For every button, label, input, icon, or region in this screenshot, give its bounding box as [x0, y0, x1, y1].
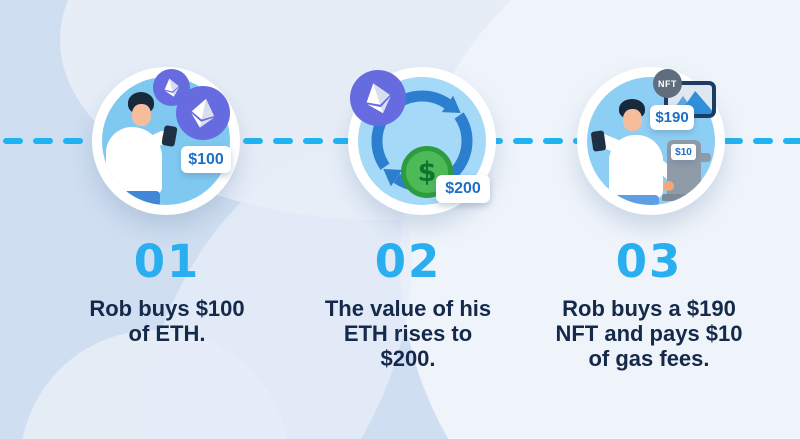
step3-price-badge-label: $190 — [655, 109, 689, 126]
person-hand — [663, 181, 674, 191]
nft-badge: NFT — [653, 69, 682, 98]
nft-badge-label: NFT — [658, 78, 677, 89]
dollar-symbol: $ — [417, 156, 437, 188]
ethereum-coin-icon — [350, 70, 406, 126]
person-face — [132, 104, 151, 126]
ethereum-logo-icon — [185, 95, 221, 131]
step3-price-badge: $190 — [650, 105, 694, 130]
person-body — [609, 135, 663, 199]
gas-fee-badge-label: $10 — [675, 146, 692, 158]
gas-fee-badge: $10 — [671, 144, 696, 160]
step1-number: 01 — [133, 235, 201, 288]
bg-blob-right — [400, 0, 800, 439]
phone-icon — [590, 130, 607, 152]
person-pants — [613, 195, 659, 205]
gas-pump-nozzle — [699, 153, 711, 162]
step1-caption: Rob buys $100 of ETH. — [89, 296, 245, 346]
ethereum-coin-icon-large — [176, 86, 230, 140]
ethereum-logo-icon — [358, 78, 398, 118]
step3-number: 03 — [615, 235, 683, 288]
step1-price-badge: $100 — [181, 146, 231, 173]
step3-caption: Rob buys a $190 NFT and pays $10 of gas … — [555, 296, 743, 371]
person-pants — [118, 191, 160, 205]
step2-price-badge: $200 — [436, 175, 490, 203]
step2-price-badge-label: $200 — [445, 180, 481, 197]
step2-caption: The value of his ETH rises to $200. — [324, 296, 492, 371]
step2-number: 02 — [374, 235, 442, 288]
phone-icon — [161, 125, 178, 147]
ethereum-logo-icon — [160, 76, 183, 99]
gas-pump-base — [662, 194, 705, 201]
person-face — [623, 109, 642, 131]
step1-price-badge-label: $100 — [188, 150, 224, 168]
